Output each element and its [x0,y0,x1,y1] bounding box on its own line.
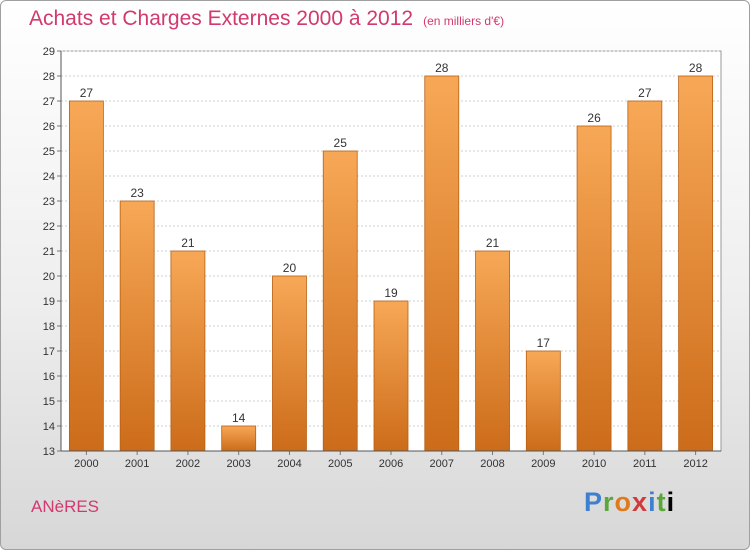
logo-letter: i [666,487,676,517]
y-tick-label: 27 [43,96,55,108]
logo-letter: i [648,487,657,517]
bar [221,425,257,452]
bar [119,200,155,452]
chart-title-text: Achats et Charges Externes 2000 à 2012 [29,7,414,30]
x-tick-label: 2012 [683,458,707,470]
x-tick-label: 2010 [582,458,606,470]
bar [678,75,714,452]
data-label: 27 [638,86,652,100]
commune-name: ANèRES [31,497,100,516]
y-tick-label: 14 [43,421,55,433]
x-tick-label: 2003 [226,458,250,470]
logo-letter: t [656,487,667,517]
data-label: 17 [537,336,551,350]
bar [170,250,206,452]
y-tick-label: 18 [43,321,55,333]
x-tick-label: 2007 [430,458,454,470]
bar [322,150,358,452]
data-label: 27 [80,86,94,100]
y-tick-label: 20 [43,271,55,283]
bar [68,100,104,452]
bar [576,125,612,452]
logo-letter: P [584,487,604,517]
x-tick-label: 2008 [480,458,504,470]
data-label: 28 [435,61,449,75]
proxiti-logo: Proxiti [584,487,675,518]
bar [475,250,510,452]
y-tick-label: 26 [43,121,55,133]
data-label: 20 [283,261,297,275]
logo-letter: r [603,487,615,517]
bar [272,275,307,452]
y-tick-label: 16 [43,371,55,383]
data-label: 26 [587,111,601,125]
x-tick-label: 2000 [74,458,98,470]
y-tick-label: 13 [43,446,55,458]
bar [373,300,409,452]
y-tick-label: 19 [43,296,55,308]
data-label: 28 [689,61,703,75]
data-label: 25 [334,136,348,150]
data-label: 21 [486,236,500,250]
logo-letter: x [632,487,649,517]
x-tick-label: 2009 [531,458,555,470]
y-tick-label: 15 [43,396,55,408]
y-tick-label: 21 [43,246,55,258]
data-label: 21 [181,236,195,250]
x-tick-label: 2004 [277,458,301,470]
data-label: 19 [384,286,398,300]
x-tick-label: 2001 [125,458,149,470]
data-label: 14 [232,411,246,425]
bar [627,100,663,452]
data-label: 23 [130,186,144,200]
y-tick-label: 25 [43,146,55,158]
y-tick-label: 24 [43,171,55,183]
x-tick-label: 2005 [328,458,352,470]
chart-subtitle: (en milliers d'€) [423,14,505,28]
y-tick-label: 22 [43,221,55,233]
bar [525,350,561,452]
bar [424,75,460,452]
x-tick-label: 2006 [379,458,403,470]
x-tick-label: 2002 [176,458,200,470]
y-tick-label: 28 [43,71,55,83]
y-tick-label: 29 [43,46,55,58]
y-tick-label: 23 [43,196,55,208]
logo-letter: o [614,487,633,517]
x-tick-label: 2011 [633,458,657,470]
chart-title: Achats et Charges Externes 2000 à 2012 (e… [29,7,504,31]
y-tick-label: 17 [43,346,55,358]
